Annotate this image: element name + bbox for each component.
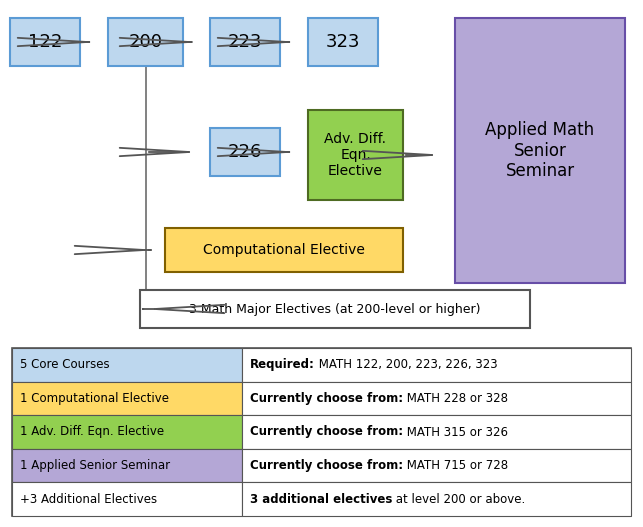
- Text: Computational Elective: Computational Elective: [203, 243, 365, 257]
- FancyBboxPatch shape: [242, 348, 631, 382]
- Text: Adv. Diff.
Eqn.
Elective: Adv. Diff. Eqn. Elective: [325, 132, 386, 178]
- Text: 323: 323: [326, 33, 360, 51]
- Text: 122: 122: [28, 33, 62, 51]
- FancyBboxPatch shape: [242, 382, 631, 415]
- FancyBboxPatch shape: [12, 415, 242, 449]
- Text: 226: 226: [228, 143, 262, 161]
- FancyBboxPatch shape: [455, 18, 625, 283]
- FancyBboxPatch shape: [12, 382, 242, 415]
- Text: Currently choose from:: Currently choose from:: [250, 425, 403, 438]
- FancyBboxPatch shape: [242, 482, 631, 516]
- Text: 200: 200: [129, 33, 163, 51]
- Text: MATH 122, 200, 223, 226, 323: MATH 122, 200, 223, 226, 323: [315, 358, 498, 372]
- Text: at level 200 or above.: at level 200 or above.: [392, 493, 525, 506]
- FancyBboxPatch shape: [108, 18, 183, 66]
- Text: +3 Additional Electives: +3 Additional Electives: [20, 493, 157, 506]
- Text: 1 Applied Senior Seminar: 1 Applied Senior Seminar: [20, 459, 170, 472]
- Text: Currently choose from:: Currently choose from:: [250, 392, 403, 405]
- Text: MATH 715 or 728: MATH 715 or 728: [403, 459, 508, 472]
- FancyBboxPatch shape: [10, 18, 80, 66]
- FancyBboxPatch shape: [12, 482, 242, 516]
- Text: 1 Computational Elective: 1 Computational Elective: [20, 392, 169, 405]
- Text: MATH 315 or 326: MATH 315 or 326: [403, 425, 508, 438]
- Text: Currently choose from:: Currently choose from:: [250, 459, 403, 472]
- Text: 223: 223: [228, 33, 262, 51]
- FancyBboxPatch shape: [210, 128, 280, 176]
- Text: Required:: Required:: [250, 358, 315, 372]
- Text: MATH 228 or 328: MATH 228 or 328: [403, 392, 508, 405]
- FancyBboxPatch shape: [12, 449, 242, 482]
- FancyBboxPatch shape: [210, 18, 280, 66]
- Text: 3 additional electives: 3 additional electives: [250, 493, 392, 506]
- FancyBboxPatch shape: [165, 228, 403, 272]
- FancyBboxPatch shape: [140, 290, 530, 328]
- FancyBboxPatch shape: [12, 348, 242, 382]
- Text: Applied Math
Senior
Seminar: Applied Math Senior Seminar: [485, 121, 595, 180]
- Text: 5 Core Courses: 5 Core Courses: [20, 358, 109, 372]
- FancyBboxPatch shape: [308, 110, 403, 200]
- FancyBboxPatch shape: [242, 449, 631, 482]
- FancyBboxPatch shape: [308, 18, 378, 66]
- Text: 1 Adv. Diff. Eqn. Elective: 1 Adv. Diff. Eqn. Elective: [20, 425, 164, 438]
- FancyBboxPatch shape: [242, 415, 631, 449]
- Text: 3 Math Major Electives (at 200-level or higher): 3 Math Major Electives (at 200-level or …: [189, 302, 481, 316]
- FancyBboxPatch shape: [12, 348, 631, 516]
